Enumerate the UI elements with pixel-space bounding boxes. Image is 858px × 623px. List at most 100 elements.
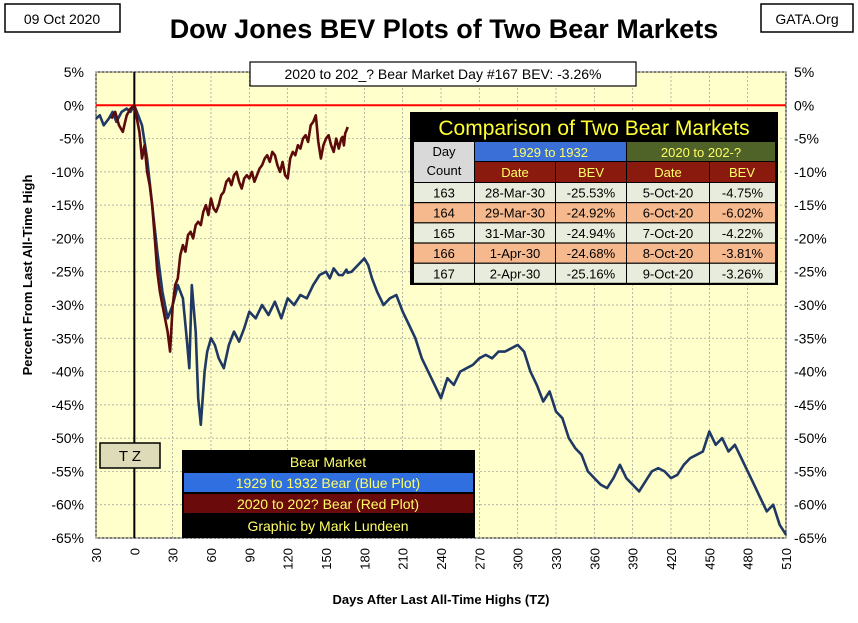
date-label: 09 Oct 2020 xyxy=(24,11,100,27)
day-header-line2: Count xyxy=(427,163,462,178)
table-cell-bg xyxy=(710,243,775,263)
table-cell: -3.26% xyxy=(722,266,764,281)
x-tick-label: 330 xyxy=(549,548,564,570)
x-tick-label: 180 xyxy=(357,548,372,570)
group1-header-cell xyxy=(475,142,626,161)
chart-title: Dow Jones BEV Plots of Two Bear Markets xyxy=(170,14,719,44)
x-tick-label: 450 xyxy=(702,548,717,570)
y-tick-label-left: -25% xyxy=(51,264,84,280)
x-tick-label: 30 xyxy=(166,548,181,562)
table-cell: -4.22% xyxy=(722,226,764,241)
y-tick-label-left: -50% xyxy=(51,430,84,446)
table-cell-bg xyxy=(627,263,709,283)
table-cell: -24.92% xyxy=(567,206,616,221)
table-cell: 7-Oct-20 xyxy=(643,226,694,241)
table-cell: 165 xyxy=(433,226,455,241)
x-axis-title: Days After Last All-Time Highs (TZ) xyxy=(333,592,550,607)
y-tick-label-right: -45% xyxy=(794,397,827,413)
legend-title: Bear Market xyxy=(290,454,366,470)
x-tick-label: 60 xyxy=(204,548,219,562)
table-cell: 1-Apr-30 xyxy=(490,246,541,261)
y-tick-label-right: 0% xyxy=(794,97,814,113)
date1-header-cell xyxy=(475,162,555,182)
x-tick-label: 240 xyxy=(434,548,449,570)
table-cell-bg xyxy=(627,243,709,263)
table-cell-bg xyxy=(556,183,626,202)
y-axis-title: Percent From Last All-Time High xyxy=(20,175,35,376)
legend-credit: Graphic by Mark Lundeen xyxy=(247,518,408,534)
group2-header: 2020 to 202-? xyxy=(661,145,741,160)
table-cell-bg xyxy=(627,183,709,202)
legend-credit-bar xyxy=(184,515,473,536)
bev1-header-cell xyxy=(556,162,626,182)
bev2-header-cell xyxy=(710,162,775,182)
table-cell: 164 xyxy=(433,206,455,221)
x-tick-label: 390 xyxy=(626,548,641,570)
table-cell: 9-Oct-20 xyxy=(643,266,694,281)
status-text: 2020 to 202_? Bear Market Day #167 BEV: … xyxy=(284,66,601,82)
y-tick-label-right: -10% xyxy=(794,164,827,180)
group2-header-cell xyxy=(627,142,775,161)
date-box xyxy=(4,3,121,33)
y-tick-label-right: -5% xyxy=(794,131,819,147)
table-cell: -24.94% xyxy=(567,226,616,241)
y-tick-label-left: -55% xyxy=(51,463,84,479)
table-rows: 163 28-Mar-30 -25.53% 5-Oct-20 -4.75% 164 29-M… xyxy=(414,183,775,283)
table-cell: -25.16% xyxy=(567,266,616,281)
y-tick-label-left: -65% xyxy=(51,530,84,546)
y-tick-label-right: -40% xyxy=(794,364,827,380)
table-cell-bg xyxy=(556,243,626,263)
y-tick-label-right: -20% xyxy=(794,230,827,246)
table-title: Comparison of Two Bear Markets xyxy=(438,117,749,140)
tz-label: T Z xyxy=(119,448,141,465)
table-cell-bg xyxy=(556,203,626,223)
bev1-header: BEV xyxy=(578,165,604,180)
table-cell-bg xyxy=(710,183,775,202)
table-cell-bg xyxy=(627,203,709,223)
x-tick-label: 150 xyxy=(319,548,334,570)
table-cell: 8-Oct-20 xyxy=(643,246,694,261)
source-label: GATA.Org xyxy=(775,11,838,27)
legend: Bear Market 1929 to 1932 Bear (Blue Plot… xyxy=(182,450,475,538)
x-tick-label: 0 xyxy=(127,548,142,555)
axes: 5% 5% 0% 0% -5% -5% -10% -10% -15% -15% -20% -20% -2… xyxy=(51,64,826,570)
legend-title-bar xyxy=(184,452,473,471)
legend-blue-label: 1929 to 1932 Bear (Blue Plot) xyxy=(236,475,420,491)
y-tick-label-left: -45% xyxy=(51,397,84,413)
y-tick-label-left: -35% xyxy=(51,330,84,346)
table-cell-bg xyxy=(475,243,555,263)
table-cell: 28-Mar-30 xyxy=(485,186,545,201)
x-tick-label: 90 xyxy=(242,548,257,562)
table-cell: 6-Oct-20 xyxy=(643,206,694,221)
table-cell-bg xyxy=(414,183,474,202)
x-tick-label: 30 xyxy=(89,548,104,562)
table-cell: 163 xyxy=(433,186,455,201)
y-tick-label-right: -65% xyxy=(794,530,827,546)
bev2-header: BEV xyxy=(729,165,755,180)
table-cell-bg xyxy=(627,223,709,243)
table-cell-bg xyxy=(475,203,555,223)
day-count-header-cell xyxy=(414,142,474,182)
table-cell-bg xyxy=(710,223,775,243)
y-tick-label-right: -25% xyxy=(794,264,827,280)
x-tick-label: 270 xyxy=(472,548,487,570)
y-tick-label-left: -10% xyxy=(51,164,84,180)
table-cell-bg xyxy=(475,183,555,202)
date2-header: Date xyxy=(654,165,681,180)
y-tick-label-right: -60% xyxy=(794,497,827,513)
y-tick-label-left: -40% xyxy=(51,364,84,380)
y-tick-label-right: -35% xyxy=(794,330,827,346)
table-cell: -4.75% xyxy=(722,186,764,201)
y-tick-label-left: -5% xyxy=(59,131,84,147)
y-tick-label-right: -55% xyxy=(794,463,827,479)
y-tick-label-left: -15% xyxy=(51,197,84,213)
y-tick-label-right: -15% xyxy=(794,197,827,213)
tz-box xyxy=(99,442,161,469)
y-tick-label-left: -20% xyxy=(51,230,84,246)
table-cell: 29-Mar-30 xyxy=(485,206,545,221)
table-cell: -3.81% xyxy=(722,246,764,261)
x-tick-label: 360 xyxy=(587,548,602,570)
date1-header: Date xyxy=(501,165,528,180)
table-title-bar xyxy=(412,114,776,141)
x-tick-label: 420 xyxy=(664,548,679,570)
